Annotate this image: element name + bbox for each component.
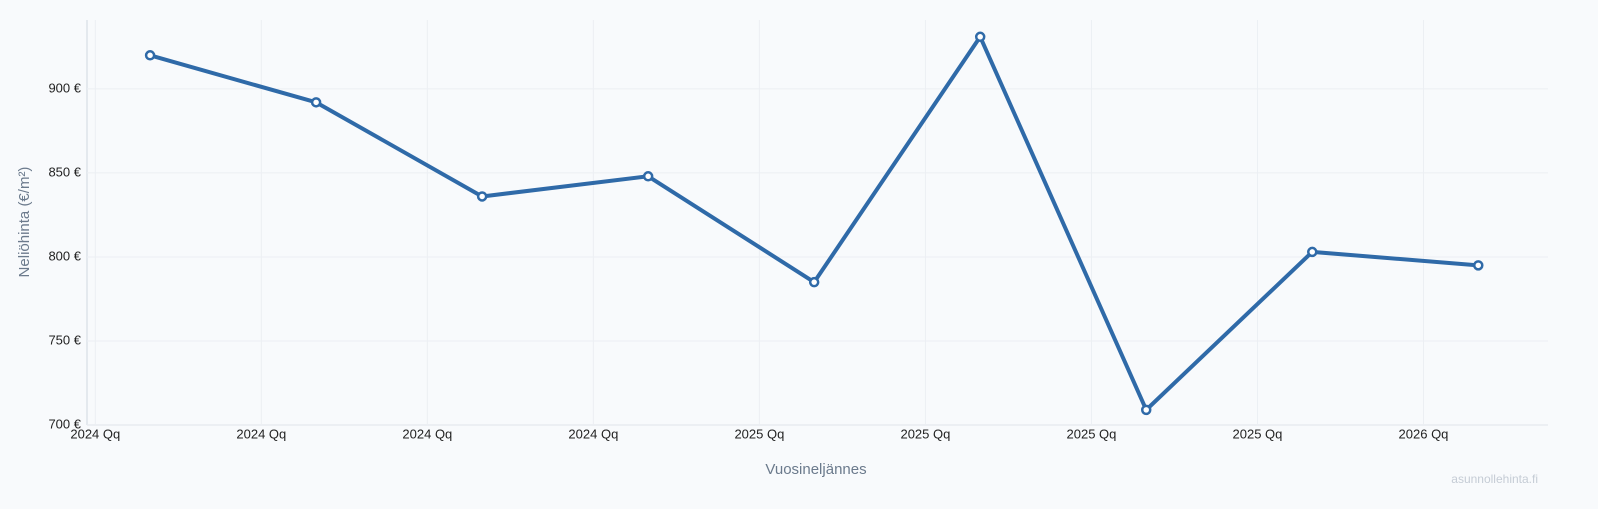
x-tick-label: 2024 Qq xyxy=(236,426,286,441)
point xyxy=(974,31,986,43)
x-tick-label: 2024 Qq xyxy=(568,426,618,441)
x-tick-label: 2025 Qq xyxy=(900,426,950,441)
point xyxy=(1140,404,1152,416)
x-tick-label: 2026 Qq xyxy=(1399,426,1449,441)
x-tick-label: 2025 Qq xyxy=(734,426,784,441)
point xyxy=(144,50,156,61)
y-axis-title: Neliöhinta (€/m²) xyxy=(16,167,33,278)
x-axis-title: Vuosineljännes xyxy=(765,461,866,478)
watermark: asunnollehinta.fi xyxy=(1451,472,1538,486)
point xyxy=(310,97,322,108)
x-tick-label: 2025 Qq xyxy=(1067,426,1117,441)
point xyxy=(642,171,654,182)
point xyxy=(808,276,820,288)
point xyxy=(476,191,488,202)
y-tick-label: 800 € xyxy=(48,248,81,263)
x-tick-label: 2024 Qq xyxy=(70,426,120,441)
y-tick-label: 750 € xyxy=(48,332,81,347)
point xyxy=(1306,246,1318,258)
y-tick-label: 850 € xyxy=(48,164,81,179)
y-tick-label: 700 € xyxy=(48,416,81,431)
point xyxy=(1473,260,1484,271)
line xyxy=(149,34,1479,412)
y-tick-label: 900 € xyxy=(48,80,81,95)
x-tick-label: 2025 Qq xyxy=(1233,426,1283,441)
x-tick-label: 2024 Qq xyxy=(402,426,452,441)
